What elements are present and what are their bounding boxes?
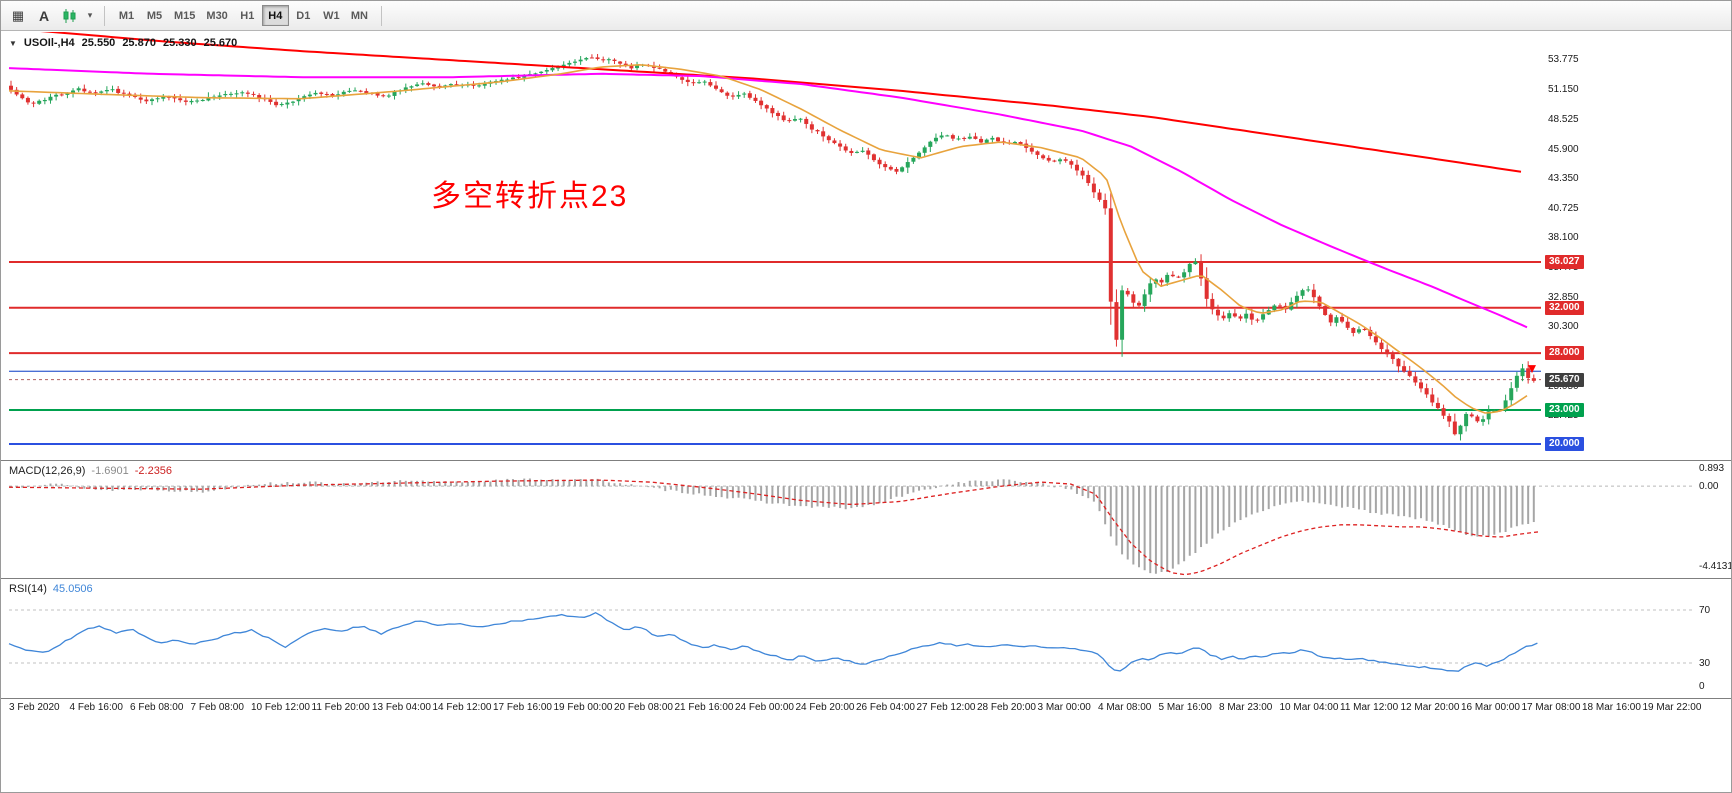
timeframe-h4[interactable]: H4 — [261, 5, 289, 26]
rsi-panel-canvas[interactable] — [1, 580, 1732, 697]
price-axis-label: 53.775 — [1548, 54, 1579, 66]
time-axis-label: 7 Feb 08:00 — [190, 702, 244, 713]
price-badge: 36.027 — [1545, 255, 1584, 270]
rsi-value: 45.0506 — [52, 583, 93, 595]
rsi-axis-label: 70 — [1699, 605, 1711, 616]
timeframe-mn[interactable]: MN — [346, 5, 373, 26]
price-axis-label: 40.725 — [1548, 202, 1579, 214]
price-axis-label: 51.150 — [1548, 84, 1579, 96]
time-axis-label: 14 Feb 12:00 — [432, 702, 492, 713]
time-axis-label: 3 Feb 2020 — [9, 702, 60, 713]
ma-mid-magenta-line — [8, 67, 1528, 329]
annotation-text: 多空转折点23 — [431, 180, 629, 213]
time-axis-label: 6 Feb 08:00 — [130, 702, 184, 713]
panel-separator[interactable] — [1, 578, 1731, 579]
time-axis-label: 24 Feb 20:00 — [795, 702, 855, 713]
price-badge: 25.670 — [1545, 372, 1584, 387]
macd-name: MACD(12,26,9) — [9, 465, 86, 477]
time-axis-label: 5 Mar 16:00 — [1158, 702, 1212, 713]
time-axis-label: 28 Feb 20:00 — [977, 702, 1036, 713]
ohlc-open: 25.550 — [81, 37, 116, 49]
time-axis[interactable]: 3 Feb 2020 4 Feb 16:00 6 Feb 08:00 7 Feb 08… — [1, 698, 1731, 715]
macd-signal-value: -2.2356 — [134, 465, 173, 477]
sell-arrow-icon[interactable] — [1528, 365, 1536, 374]
time-axis-label: 10 Mar 04:00 — [1279, 702, 1339, 713]
price-badge: 32.000 — [1545, 300, 1584, 315]
timeframe-m30[interactable]: M30 — [201, 5, 232, 26]
macd-panel-canvas[interactable] — [1, 462, 1732, 577]
time-axis-label: 19 Feb 00:00 — [553, 702, 613, 713]
macd-histogram — [10, 478, 1535, 574]
symbol-dropdown-icon[interactable]: ▼ — [9, 38, 17, 48]
macd-axis-label: 0.00 — [1699, 481, 1719, 493]
time-axis-label: 20 Feb 08:00 — [614, 702, 673, 713]
time-axis-label: 27 Feb 12:00 — [916, 702, 976, 713]
timeframe-d1[interactable]: D1 — [290, 5, 317, 26]
time-axis-label: 18 Mar 16:00 — [1582, 702, 1641, 713]
ohlc-low: 25.330 — [162, 37, 197, 49]
text-annotation-icon[interactable]: A — [38, 7, 50, 24]
time-axis-label: 24 Feb 00:00 — [735, 702, 794, 713]
price-badge: 28.000 — [1545, 346, 1584, 361]
rsi-axis-label: 30 — [1699, 658, 1711, 669]
price-axis-label: 45.900 — [1548, 143, 1579, 155]
rsi-line — [8, 611, 1538, 672]
time-axis-label: 17 Feb 16:00 — [493, 702, 552, 713]
timeframe-m5[interactable]: M5 — [141, 5, 168, 26]
time-axis-label: 13 Feb 04:00 — [372, 702, 431, 713]
time-axis-label: 4 Feb 16:00 — [69, 702, 123, 713]
ma-fast-orange-line — [8, 63, 1528, 414]
symbol-period: USOIl-,H4 — [23, 37, 75, 49]
price-axis-label: 48.525 — [1548, 114, 1579, 126]
chart-style-icon[interactable] — [58, 4, 82, 28]
candles — [9, 53, 1536, 441]
toolbar: ▦ A ▾ M1 M5 M15 M30 H1 H4 D1 W1 MN — [1, 1, 1731, 31]
price-axis-label: 32.850 — [1548, 292, 1579, 304]
time-axis-label: 19 Mar 22:00 — [1642, 702, 1702, 713]
ohlc-high: 25.870 — [122, 37, 156, 49]
rsi-name: RSI(14) — [9, 583, 47, 595]
time-axis-label: 11 Mar 12:00 — [1340, 702, 1399, 713]
chart-style-dropdown-caret-icon[interactable]: ▾ — [87, 10, 93, 20]
time-axis-label: 17 Mar 08:00 — [1521, 702, 1581, 713]
time-axis-label: 11 Feb 20:00 — [311, 702, 370, 713]
symbol-info: ▼ USOIl-,H4 25.550 25.870 25.330 25.670 — [9, 37, 237, 49]
timeframe-m1[interactable]: M1 — [113, 5, 140, 26]
timeframe-w1[interactable]: W1 — [318, 5, 345, 26]
main-chart-canvas[interactable] — [1, 32, 1732, 460]
time-axis-label: 4 Mar 08:00 — [1098, 702, 1152, 713]
price-axis-label: 43.350 — [1548, 172, 1579, 184]
timeframe-buttons: M1 M5 M15 M30 H1 H4 D1 W1 MN — [113, 5, 373, 26]
window-layout-icon[interactable]: ▦ — [11, 7, 25, 23]
timeframe-m15[interactable]: M15 — [169, 5, 200, 26]
toolbar-separator — [104, 5, 105, 26]
macd-main-value: -1.6901 — [91, 465, 129, 477]
price-axis-label: 30.300 — [1548, 321, 1579, 333]
ohlc-close: 25.670 — [203, 37, 238, 49]
panel-separator[interactable] — [1, 460, 1731, 461]
candlestick-glyph — [63, 8, 76, 23]
timeframe-h1[interactable]: H1 — [234, 5, 261, 26]
time-axis-label: 16 Mar 00:00 — [1461, 702, 1520, 713]
time-axis-label: 12 Mar 20:00 — [1400, 702, 1460, 713]
time-axis-label: 8 Mar 23:00 — [1219, 702, 1273, 713]
macd-signal-line — [8, 479, 1540, 576]
time-axis-label: 21 Feb 16:00 — [674, 702, 734, 713]
rsi-label: RSI(14) 45.0506 — [9, 583, 93, 595]
macd-axis-label: -4.4131 — [1699, 561, 1732, 572]
macd-label: MACD(12,26,9) -1.6901 -2.2356 — [9, 465, 172, 477]
price-badge: 20.000 — [1545, 437, 1584, 452]
macd-axis-label: 0.893 — [1699, 463, 1725, 474]
time-axis-label: 26 Feb 04:00 — [856, 702, 915, 713]
price-badge: 23.000 — [1545, 402, 1584, 417]
price-axis-label: 38.100 — [1548, 232, 1579, 244]
toolbar-separator — [380, 5, 382, 26]
ma-slow-red-line — [40, 32, 1522, 173]
time-axis-label: 3 Mar 00:00 — [1037, 702, 1091, 713]
rsi-axis-label: 0 — [1699, 681, 1705, 692]
time-axis-label: 10 Feb 12:00 — [251, 702, 310, 713]
